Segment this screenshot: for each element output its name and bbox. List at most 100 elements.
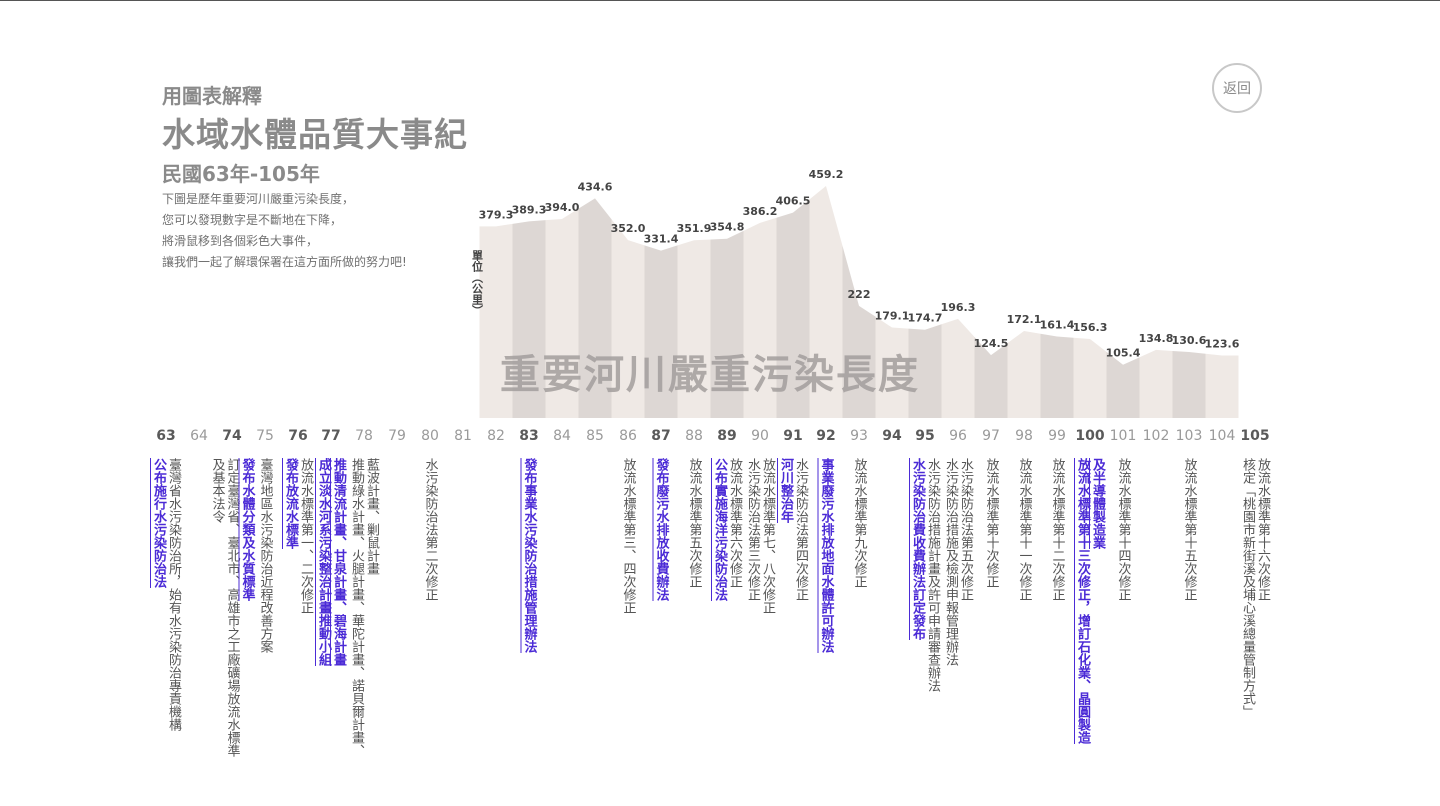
data-label-90: 386.2 bbox=[743, 205, 778, 218]
year-label-99: 99 bbox=[1048, 428, 1066, 444]
event-78-1: 推動綠水計畫、火腿計畫、華陀計畫、諾貝爾計畫、 bbox=[349, 458, 364, 757]
year-label-100: 100 bbox=[1075, 428, 1104, 444]
area-segment-95 bbox=[908, 324, 942, 418]
description-line: 下圖是歷年重要河川嚴重污染長度， bbox=[162, 192, 355, 206]
year-label-102: 102 bbox=[1143, 428, 1170, 444]
event-63-1[interactable]: 公布施行水污染防治法 bbox=[151, 458, 166, 588]
year-label-97: 97 bbox=[982, 428, 1000, 444]
event-74-1: 及基本法令 bbox=[209, 458, 225, 523]
year-label-86: 86 bbox=[619, 428, 637, 444]
area-segment-89 bbox=[710, 230, 744, 418]
area-segment-83 bbox=[512, 220, 546, 418]
event-78-2: 藍波計畫、剿鼠計畫 bbox=[364, 458, 379, 575]
year-label-76: 76 bbox=[288, 428, 307, 444]
area-segment-100 bbox=[1073, 337, 1107, 418]
event-100-2[interactable]: 及半導體製造業 bbox=[1090, 458, 1105, 549]
data-label-94: 179.1 bbox=[875, 310, 910, 323]
event-63-2: 臺灣省水污染防治所，始有水污染防治專責機構 bbox=[166, 458, 181, 731]
year-label-91: 91 bbox=[783, 428, 802, 444]
top-border-line bbox=[0, 0, 1440, 1]
event-89-2: 放流水標準第六次修正 bbox=[727, 458, 742, 588]
area-segment-94 bbox=[875, 316, 909, 418]
event-90-2: 放流水標準第七、八次修正 bbox=[760, 458, 775, 614]
data-label-91: 406.5 bbox=[776, 195, 811, 208]
event-97-1: 放流水標準第十次修正 bbox=[983, 458, 999, 588]
data-label-101: 105.4 bbox=[1106, 347, 1141, 360]
year-label-103: 103 bbox=[1176, 428, 1203, 444]
description-line: 讓我們一起了解環保署在這方面所做的努力吧! bbox=[162, 255, 407, 269]
area-segment-93 bbox=[842, 245, 876, 418]
event-83-1[interactable]: 發布事業水污染防治措施管理辦法 bbox=[521, 458, 537, 653]
data-label-93: 222 bbox=[848, 288, 871, 301]
area-segment-102 bbox=[1139, 349, 1173, 418]
year-label-78: 78 bbox=[355, 428, 373, 444]
event-89-1[interactable]: 公布實施海洋污染防治法 bbox=[712, 458, 727, 601]
y-axis-unit-label: 單位（公里） bbox=[471, 250, 485, 316]
event-98-1: 放流水標準第十一次修正 bbox=[1016, 458, 1032, 601]
event-90-1: 水污染防治法第三次修正 bbox=[745, 458, 760, 601]
area-segment-92 bbox=[809, 186, 843, 418]
area-segment-91 bbox=[776, 199, 810, 418]
period-subtitle: 民國63年-105年 bbox=[162, 162, 320, 186]
event-80-1: 水污染防治法第二次修正 bbox=[422, 458, 438, 601]
year-label-82: 82 bbox=[487, 428, 505, 444]
area-segment-88 bbox=[677, 239, 711, 418]
year-label-92: 92 bbox=[816, 428, 835, 444]
event-103-1: 放流水標準第十五次修正 bbox=[1181, 458, 1197, 601]
data-label-84: 394.0 bbox=[545, 201, 580, 214]
event-100-1[interactable]: 放流水標準第十三次修正，增訂石化業、晶圓製造 bbox=[1075, 458, 1090, 744]
event-77-2[interactable]: 推動清流計畫、甘泉計畫、碧海計畫 bbox=[331, 458, 346, 666]
description-line: 將滑鼠移到各個彩色大事件， bbox=[162, 234, 319, 248]
event-76-1[interactable]: 發布放流水標準 bbox=[283, 458, 298, 549]
year-label-63: 63 bbox=[156, 428, 175, 444]
data-label-86: 352.0 bbox=[611, 222, 646, 235]
description-line: 您可以發現數字是不斷地在下降， bbox=[162, 213, 343, 227]
year-label-85: 85 bbox=[586, 428, 604, 444]
year-label-77: 77 bbox=[321, 428, 340, 444]
area-segment-82 bbox=[479, 223, 513, 418]
year-label-96: 96 bbox=[949, 428, 967, 444]
event-76-2: 放流水標準第一、二次修正 bbox=[298, 458, 313, 614]
area-segment-84 bbox=[545, 208, 579, 418]
area-segment-86 bbox=[611, 219, 645, 418]
data-label-102: 134.8 bbox=[1139, 332, 1174, 345]
back-button[interactable]: 返回 bbox=[1212, 63, 1262, 113]
area-segment-101 bbox=[1106, 351, 1140, 418]
chart-title-watermark: 重要河川嚴重污染長度 bbox=[500, 352, 920, 398]
event-91-1[interactable]: 河川整治年 bbox=[778, 458, 793, 523]
area-segment-96 bbox=[941, 318, 975, 418]
data-label-98: 172.1 bbox=[1007, 313, 1042, 326]
year-label-104: 104 bbox=[1209, 428, 1236, 444]
event-93-1: 放流水標準第九次修正 bbox=[851, 458, 867, 588]
data-label-82: 379.3 bbox=[479, 208, 514, 221]
event-95-2: 水污染防治措施計畫及許可申請審查辦法 bbox=[925, 458, 940, 692]
data-label-88: 351.9 bbox=[677, 222, 712, 235]
data-label-99: 161.4 bbox=[1040, 318, 1075, 331]
data-label-97: 124.5 bbox=[974, 337, 1009, 350]
data-label-100: 156.3 bbox=[1073, 321, 1108, 334]
data-label-103: 130.6 bbox=[1172, 334, 1207, 347]
year-label-101: 101 bbox=[1110, 428, 1137, 444]
year-label-79: 79 bbox=[388, 428, 406, 444]
area-segment-104 bbox=[1205, 353, 1239, 418]
data-label-104: 123.6 bbox=[1205, 338, 1240, 351]
page-title: 水域水體品質大事紀 bbox=[162, 115, 468, 154]
year-label-75: 75 bbox=[256, 428, 274, 444]
area-segment-85 bbox=[578, 198, 612, 418]
event-74-3[interactable]: 發布水體分類及水質標準 bbox=[239, 458, 255, 601]
year-label-89: 89 bbox=[717, 428, 736, 444]
event-96-2: 水污染防治法第五次修正 bbox=[958, 458, 973, 601]
event-87-1[interactable]: 發布廢污水排放收費辦法 bbox=[653, 458, 669, 601]
event-88-1: 放流水標準第五次修正 bbox=[686, 458, 702, 588]
year-label-93: 93 bbox=[850, 428, 868, 444]
year-label-87: 87 bbox=[651, 428, 670, 444]
data-label-96: 196.3 bbox=[941, 301, 976, 314]
year-label-81: 81 bbox=[454, 428, 472, 444]
event-95-1[interactable]: 水污染防治費收費辦法訂定發布 bbox=[910, 458, 925, 640]
year-label-64: 64 bbox=[190, 428, 208, 444]
event-77-1[interactable]: 成立淡水河系污染整治計畫推動小組 bbox=[316, 458, 331, 666]
data-label-87: 331.4 bbox=[644, 233, 679, 246]
event-92-1[interactable]: 事業廢污水排放地面水體許可辦法 bbox=[818, 458, 834, 653]
area-segment-98 bbox=[1007, 331, 1041, 418]
